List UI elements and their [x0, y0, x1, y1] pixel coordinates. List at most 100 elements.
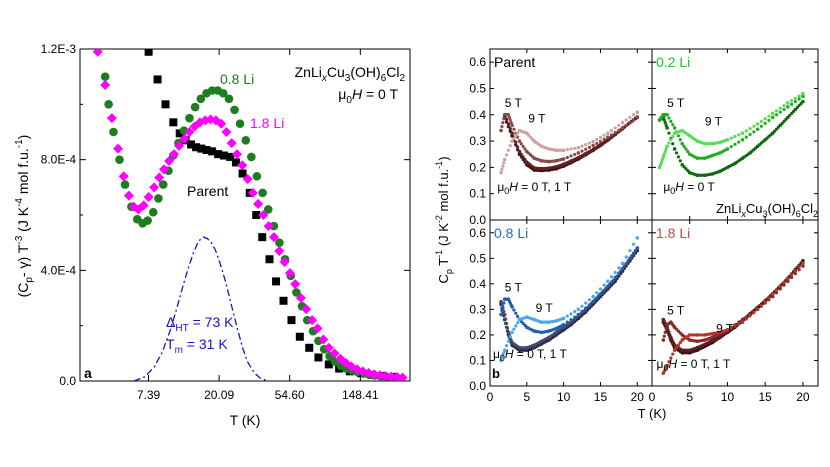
point-0-2-li-5t	[782, 107, 786, 112]
y-tick-label: 0.1	[469, 353, 486, 367]
point-0-8-li	[154, 194, 163, 203]
subplot-title: 0.8 Li	[494, 225, 528, 241]
point-parent	[305, 343, 314, 352]
point-parent-5t	[509, 121, 513, 125]
point-parent-9t	[569, 147, 573, 151]
point-0-2-li-5t	[778, 110, 782, 114]
point-1-8-li-5t	[782, 283, 786, 287]
point-1-8-li-5t	[774, 291, 779, 295]
point-0-8-li-5t	[573, 315, 577, 319]
point-0-2-li-9t	[661, 155, 666, 159]
point-0-8-li-5t	[609, 280, 614, 284]
note-part: H	[505, 347, 514, 361]
point-0-8-li-5t	[587, 303, 592, 307]
point-1-8-li-9t	[737, 322, 741, 326]
point-1-8-li	[113, 143, 124, 154]
note-sub: 0	[504, 186, 509, 196]
point-0-8-li	[190, 102, 200, 112]
point-0-2-li-9t	[767, 114, 771, 118]
point-parent	[287, 316, 296, 325]
schottky-fit-line	[133, 236, 268, 381]
note-part: H	[675, 180, 684, 194]
point-1-8-li	[168, 149, 179, 160]
point-parent	[192, 143, 201, 152]
point-1-8-li	[221, 127, 232, 137]
x-tick-label: 7.39	[137, 388, 161, 402]
ylabel-part: T	[436, 258, 451, 269]
point-parent-9t	[510, 139, 514, 143]
point-0-8-li-5t	[584, 306, 588, 310]
point-1-8-li	[263, 221, 274, 232]
point-1-8-li-9t	[667, 360, 671, 364]
point-1-8-li	[268, 232, 279, 243]
point-0-2-li-0t	[664, 123, 668, 127]
point-0-8-li-9t	[512, 327, 516, 331]
field-part: μ	[338, 86, 346, 102]
point-1-8-li	[279, 257, 290, 268]
point-0-2-li-9t	[725, 137, 730, 142]
point-0-2-li-0t	[678, 159, 682, 163]
point-0-8-li-9t	[584, 301, 588, 305]
point-1-8-li-5t	[793, 272, 797, 276]
point-1-8-li	[226, 138, 237, 149]
formula-part: Cl	[801, 201, 813, 216]
point-0-8-li-9t	[504, 344, 509, 348]
point-1-8-li-5t	[663, 330, 667, 334]
point-0-8-li-9t	[576, 307, 581, 312]
point-0-8-li-5t	[576, 312, 581, 317]
point-0-8-li-5t	[561, 322, 566, 327]
point-parent-1t	[514, 140, 518, 144]
point-1-8-li	[329, 348, 340, 359]
point-parent-9t	[500, 167, 504, 171]
panel-b-xlabel: T (K)	[638, 406, 667, 421]
point-parent-9t	[576, 145, 581, 150]
y-tick-label: 0.5	[469, 81, 486, 95]
formula-part: Cl	[386, 64, 399, 80]
point-1-8-li	[158, 164, 169, 175]
point-0-2-li-5t	[667, 116, 671, 120]
point-0-2-li-9t	[729, 136, 733, 140]
point-0-8-li-5t	[512, 308, 516, 312]
label-18li: 1.8 Li	[250, 115, 284, 131]
point-0-2-li-9t	[793, 96, 797, 100]
point-parent	[238, 169, 247, 178]
point-0-8-li-9t	[598, 287, 603, 291]
field-label: 9 T	[705, 114, 723, 128]
point-parent-5t	[499, 128, 503, 133]
point-0-2-li-5t	[733, 142, 737, 146]
panel-b-ylabel: Cp T-1 (J K-2 mol f.u.-1)	[434, 156, 454, 283]
point-0-8-li-1t	[633, 249, 638, 253]
point-parent-9t	[565, 148, 569, 152]
point-parent-5t	[620, 126, 625, 130]
ylabel-sup: -3	[14, 235, 25, 244]
ylabel-sub: p	[444, 269, 454, 274]
point-1-8-li-9t	[678, 340, 682, 345]
point-parent-9t	[502, 157, 507, 162]
point-0-2-li-9t	[748, 126, 752, 131]
x-tick-label: 5	[523, 390, 530, 404]
note-part: μ	[663, 180, 670, 194]
point-0-2-li-9t	[663, 150, 667, 154]
point-0-2-li-0t	[671, 142, 675, 146]
point-parent-1t	[510, 131, 514, 135]
point-parent-5t	[519, 142, 523, 146]
y-tick-label: 0.0	[469, 379, 486, 393]
point-1-8-li	[397, 372, 408, 381]
point-1-8-li	[179, 133, 190, 144]
point-0-8-li-5t	[516, 314, 520, 319]
point-parent-5t	[561, 157, 566, 161]
point-0-8-li-5t	[598, 292, 603, 296]
point-parent-1t	[521, 155, 525, 159]
point-0-2-li-5t	[729, 145, 733, 149]
point-1-8-li	[149, 182, 160, 193]
point-parent-5t	[502, 117, 506, 121]
point-1-8-li-9t	[740, 320, 745, 324]
point-0-2-li-5t	[684, 147, 688, 151]
point-parent-9t	[506, 148, 511, 152]
point-1-8-li	[258, 210, 269, 220]
point-0-8-li-5t	[606, 284, 610, 289]
point-0-8-li-5t	[510, 305, 514, 309]
panel-a-xlabel: T (K)	[230, 412, 261, 428]
point-parent-9t	[516, 131, 520, 135]
